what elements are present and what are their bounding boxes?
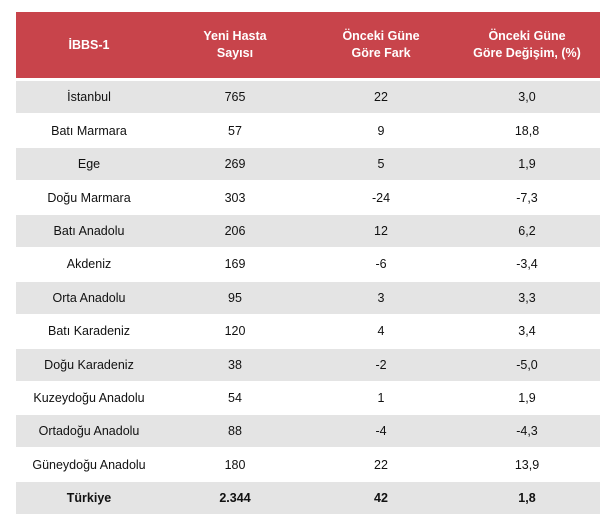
row-cases: 88 [228, 424, 242, 439]
row-diff: 5 [377, 157, 385, 172]
row-region: Akdeniz [66, 257, 112, 272]
row-region: Batı Marmara [51, 123, 127, 138]
table-row: Güneydoğu Anadolu 180 22 13,9 [16, 448, 600, 481]
total-cases: 2.344 [219, 491, 251, 506]
row-diff: -6 [375, 257, 387, 272]
row-change: 3,3 [518, 290, 536, 305]
row-cases: 180 [224, 457, 246, 472]
row-diff: 1 [377, 390, 385, 405]
table-header: İBBS-1 Yeni Hasta Sayısı Önceki Güne Gör… [16, 12, 600, 78]
row-diff: 3 [377, 290, 385, 305]
table-row: Ege 269 5 1,9 [16, 148, 600, 181]
row-change: 3,4 [518, 324, 536, 339]
header-diff-line2: Göre Fark [351, 46, 411, 60]
header-change: Önceki Güne Göre Değişim, (%) [454, 28, 600, 62]
row-change: -7,3 [516, 190, 538, 205]
row-change: 3,0 [518, 90, 536, 105]
row-change: -3,4 [516, 257, 538, 272]
row-region: Orta Anadolu [52, 290, 126, 305]
row-region: Kuzeydoğu Anadolu [33, 390, 145, 405]
row-diff: 4 [377, 324, 385, 339]
row-diff: 22 [374, 90, 388, 105]
row-change: -5,0 [516, 357, 538, 372]
table-row: Kuzeydoğu Anadolu 54 1 1,9 [16, 381, 600, 414]
row-region: Batı Karadeniz [48, 324, 130, 339]
row-cases: 120 [224, 324, 246, 339]
total-region: Türkiye [66, 491, 112, 506]
row-change: -4,3 [516, 424, 538, 439]
table-row: Batı Karadeniz 120 4 3,4 [16, 315, 600, 348]
table-row: Doğu Marmara 303 -24 -7,3 [16, 181, 600, 214]
row-cases: 269 [224, 157, 246, 172]
row-cases: 169 [224, 257, 246, 272]
total-row: Türkiye 2.344 42 1,8 [16, 482, 600, 515]
row-change: 1,9 [518, 390, 536, 405]
row-cases: 206 [224, 223, 246, 238]
table-body: İstanbul 765 22 3,0 Batı Marmara 57 9 18,8 Ege 26… [16, 81, 600, 481]
row-change: 1,9 [518, 157, 536, 172]
table-row: Doğu Karadeniz 38 -2 -5,0 [16, 348, 600, 381]
row-cases: 54 [228, 390, 242, 405]
row-diff: 12 [374, 223, 388, 238]
header-change-line1: Önceki Güne [488, 29, 566, 43]
header-new-cases: Yeni Hasta Sayısı [162, 28, 308, 62]
header-new-cases-line2: Sayısı [216, 46, 254, 60]
row-region: Ortadoğu Anadolu [38, 424, 140, 439]
row-cases: 95 [228, 290, 242, 305]
row-diff: -2 [375, 357, 387, 372]
table-row: Batı Anadolu 206 12 6,2 [16, 214, 600, 247]
row-region: Batı Anadolu [53, 223, 125, 238]
row-cases: 38 [228, 357, 242, 372]
row-region: Doğu Marmara [47, 190, 131, 205]
table-row: Ortadoğu Anadolu 88 -4 -4,3 [16, 415, 600, 448]
row-cases: 765 [224, 90, 246, 105]
row-cases: 303 [224, 190, 246, 205]
table-row: Batı Marmara 57 9 18,8 [16, 114, 600, 147]
table-row: Akdeniz 169 -6 -3,4 [16, 248, 600, 281]
row-diff: -4 [375, 424, 387, 439]
header-diff-line1: Önceki Güne [342, 29, 420, 43]
row-region: İstanbul [67, 90, 111, 105]
total-change: 1,8 [518, 491, 536, 506]
total-diff: 42 [374, 491, 388, 506]
row-region: Doğu Karadeniz [44, 357, 134, 372]
row-diff: -24 [371, 190, 391, 205]
header-region: İBBS-1 [68, 37, 110, 52]
header-diff: Önceki Güne Göre Fark [308, 28, 454, 62]
table-row: Orta Anadolu 95 3 3,3 [16, 281, 600, 314]
table-row: İstanbul 765 22 3,0 [16, 81, 600, 114]
row-cases: 57 [228, 123, 242, 138]
row-diff: 9 [377, 123, 385, 138]
row-change: 13,9 [514, 457, 540, 472]
header-new-cases-line1: Yeni Hasta [203, 29, 267, 43]
row-change: 18,8 [514, 123, 540, 138]
row-diff: 22 [374, 457, 388, 472]
row-region: Ege [77, 157, 101, 172]
row-region: Güneydoğu Anadolu [32, 457, 146, 472]
header-change-line2: Göre Değişim, (%) [473, 46, 581, 60]
regional-cases-table: İBBS-1 Yeni Hasta Sayısı Önceki Güne Gör… [16, 12, 600, 515]
row-change: 6,2 [518, 223, 536, 238]
